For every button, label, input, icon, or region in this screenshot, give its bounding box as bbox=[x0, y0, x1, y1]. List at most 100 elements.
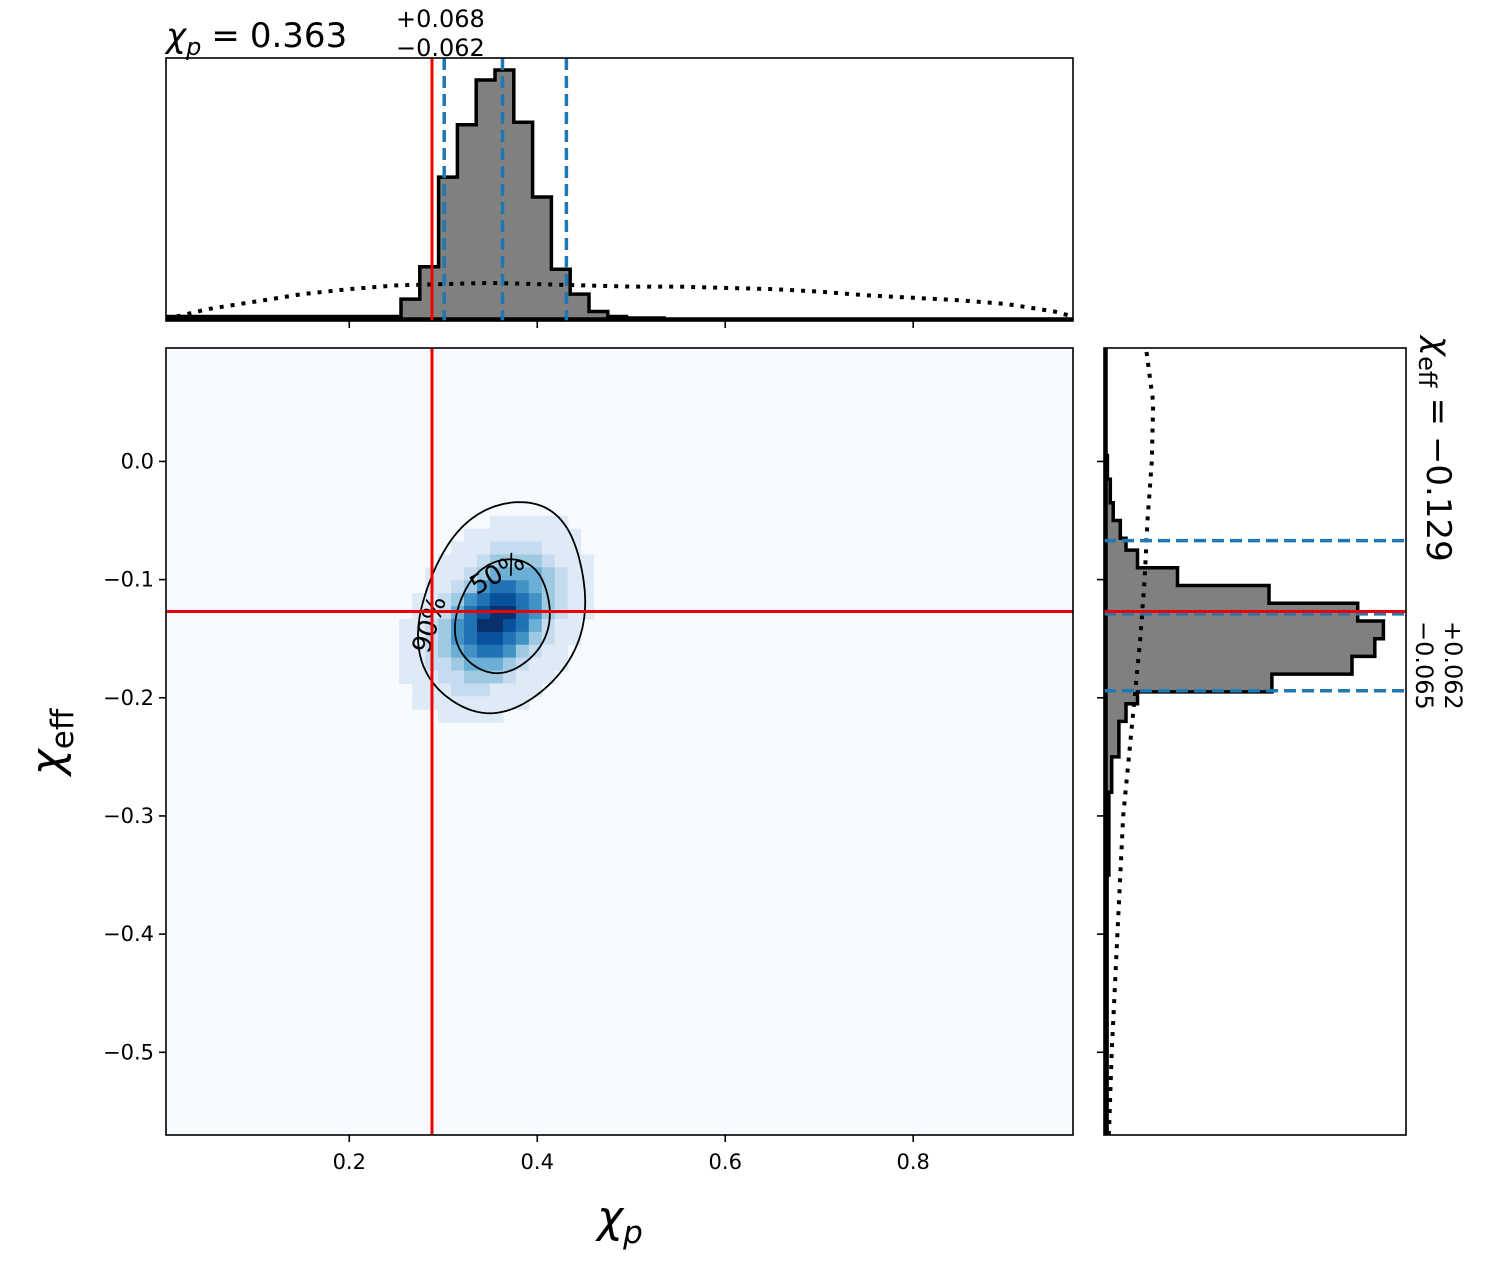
density-cell bbox=[528, 515, 543, 530]
density-cell bbox=[438, 631, 452, 646]
density-cell bbox=[399, 657, 413, 672]
density-cell bbox=[515, 567, 530, 581]
density-cell bbox=[464, 696, 478, 710]
density-cell bbox=[476, 528, 491, 543]
density-cell bbox=[476, 644, 491, 659]
density-cell bbox=[464, 593, 478, 607]
density-cell bbox=[515, 683, 530, 697]
y-tick-label: −0.4 bbox=[103, 922, 154, 946]
y-interval-lines bbox=[1104, 538, 1406, 693]
density-cell bbox=[554, 528, 569, 543]
density-cell bbox=[451, 554, 465, 568]
density-cell bbox=[476, 657, 491, 672]
density-cell bbox=[476, 696, 491, 710]
y-marginal-panel: χeff=−0.129 +0.062 −0.065 bbox=[1097, 334, 1467, 1136]
density-cell bbox=[541, 670, 556, 685]
density-cell bbox=[451, 644, 465, 659]
joint-density-panel: 90% 50% 0.2 0.4 0.6 0.8 0.0−0.1−0.2−0.3−0.4… bbox=[22, 347, 1074, 1251]
density-cell bbox=[412, 683, 426, 697]
density-cell bbox=[399, 670, 413, 685]
density-cell bbox=[464, 631, 478, 646]
density-cell bbox=[438, 670, 452, 685]
density-cell bbox=[554, 618, 569, 633]
density-cell bbox=[554, 567, 569, 581]
density-cell bbox=[476, 683, 491, 697]
density-cell bbox=[541, 657, 556, 672]
density-cell bbox=[502, 644, 517, 659]
density-cell bbox=[451, 709, 465, 723]
density-cell bbox=[567, 580, 582, 594]
density-cell bbox=[515, 696, 530, 710]
density-cell bbox=[476, 541, 491, 556]
density-cell bbox=[554, 644, 569, 659]
x-interval-lines bbox=[442, 58, 569, 321]
density-cell bbox=[502, 567, 517, 581]
density-cell bbox=[412, 631, 426, 646]
x-marginal-panel: χp = 0.363 +0.068 −0.062 bbox=[164, 5, 1074, 328]
density-cell bbox=[489, 657, 504, 672]
density-cell bbox=[502, 631, 517, 646]
density-cell bbox=[528, 541, 543, 556]
x-tick-label: 0.4 bbox=[521, 1150, 554, 1174]
density-cell bbox=[464, 709, 478, 723]
x-tick-label: 0.2 bbox=[333, 1150, 366, 1174]
y-param-err-minus: −0.065 bbox=[1410, 621, 1438, 710]
density-cell bbox=[451, 541, 465, 556]
density-cell bbox=[541, 554, 556, 568]
y-param-title: χeff=−0.129 +0.062 −0.065 bbox=[1410, 334, 1467, 710]
density-cell bbox=[451, 657, 465, 672]
x-marginal-ticks bbox=[348, 321, 915, 328]
x-tick-label: 0.8 bbox=[897, 1150, 930, 1174]
density-cell bbox=[554, 593, 569, 607]
density-cell bbox=[438, 683, 452, 697]
density-cell bbox=[438, 644, 452, 659]
y-tick-label: −0.2 bbox=[103, 686, 154, 710]
density-cell bbox=[528, 631, 543, 646]
density-cell bbox=[399, 618, 413, 633]
x-param-err-minus: −0.062 bbox=[396, 34, 485, 62]
density-cell bbox=[502, 670, 517, 685]
density-cell bbox=[580, 554, 595, 568]
y-tick-label: −0.1 bbox=[103, 568, 154, 592]
density-cell bbox=[502, 554, 517, 568]
density-cell bbox=[438, 567, 452, 581]
density-cell bbox=[438, 618, 452, 633]
density-cell bbox=[528, 554, 543, 568]
density-cell bbox=[528, 528, 543, 543]
density-cell bbox=[464, 541, 478, 556]
y-prior-curve bbox=[1106, 348, 1156, 1135]
density-cell bbox=[502, 580, 517, 594]
density-cell bbox=[451, 683, 465, 697]
density-cell bbox=[515, 644, 530, 659]
x-prior-curve bbox=[166, 280, 1073, 321]
density-cell bbox=[515, 670, 530, 685]
x-posterior-histogram bbox=[166, 68, 1073, 321]
density-cell bbox=[515, 541, 530, 556]
density-cell bbox=[515, 580, 530, 594]
density-cell bbox=[489, 631, 504, 646]
density-cell bbox=[464, 644, 478, 659]
density-cell bbox=[528, 580, 543, 594]
density-cell bbox=[502, 683, 517, 697]
density-cell bbox=[489, 618, 504, 633]
x-param-title: χp = 0.363 bbox=[164, 16, 347, 61]
density-cell bbox=[476, 618, 491, 633]
y-axis-ticks: 0.0 −0.1 −0.2 −0.3 −0.4 −0.5 bbox=[103, 449, 166, 1064]
density-cell bbox=[580, 580, 595, 594]
density-cell bbox=[528, 618, 543, 633]
density-cell bbox=[502, 541, 517, 556]
density-cell bbox=[489, 696, 504, 710]
density-cell bbox=[451, 593, 465, 607]
contour-90-percent bbox=[417, 501, 587, 715]
density-cell bbox=[541, 541, 556, 556]
density-cell bbox=[464, 670, 478, 685]
density-cell bbox=[528, 657, 543, 672]
density-cell bbox=[489, 670, 504, 685]
density-cell bbox=[438, 657, 452, 672]
density-cell bbox=[451, 696, 465, 710]
svg-text:χeff=−0.129: χeff=−0.129 bbox=[1413, 334, 1458, 562]
density-cell bbox=[541, 567, 556, 581]
density-cell bbox=[476, 580, 491, 594]
density-cell bbox=[489, 541, 504, 556]
density-cell bbox=[489, 644, 504, 659]
